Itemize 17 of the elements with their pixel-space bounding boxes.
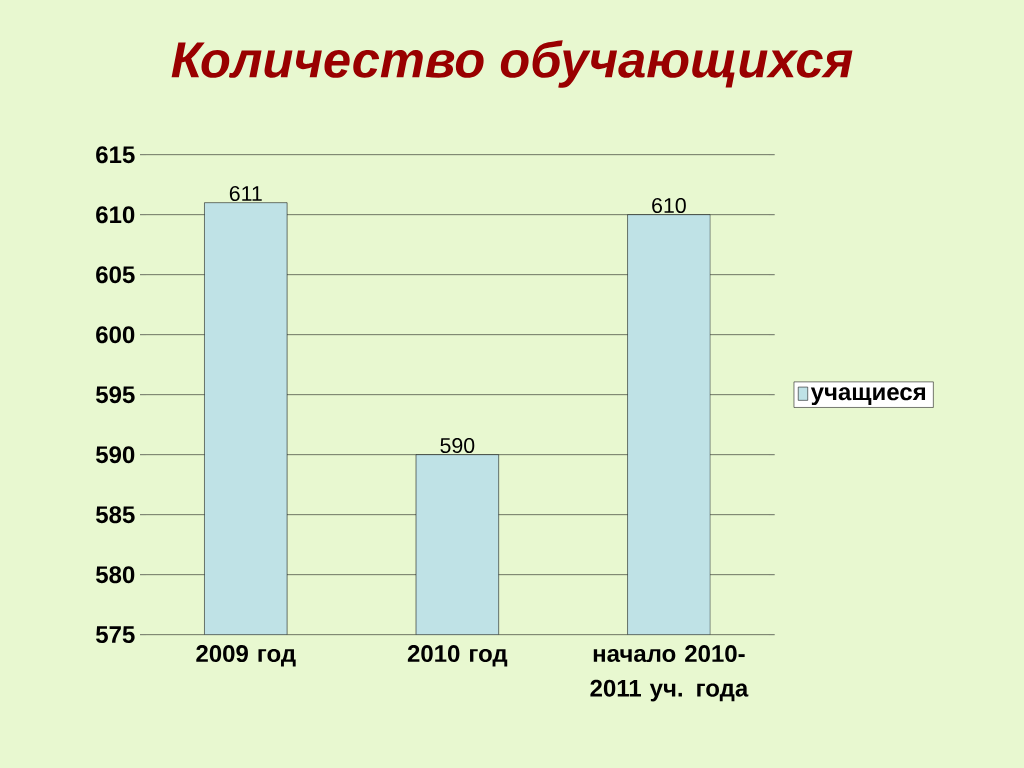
- y-tick-label: 575: [95, 626, 135, 644]
- y-tick-label: 590: [95, 446, 135, 464]
- y-tick-label: 600: [96, 326, 135, 344]
- data-label: 590: [440, 437, 475, 454]
- chart-title: Количество обучающихся: [171, 40, 853, 88]
- y-tick-label: 595: [95, 386, 135, 404]
- data-label: 610: [652, 197, 686, 214]
- x-tick-label: 2009 год: [196, 645, 296, 667]
- y-tick-label: 580: [95, 566, 135, 584]
- y-tick-label: 605: [96, 266, 135, 284]
- data-label: 611: [229, 185, 262, 202]
- x-tick-label: начало 2010-2011 уч. года: [590, 645, 749, 702]
- legend-label: учащиеся: [810, 387, 926, 406]
- y-tick-label: 615: [96, 146, 135, 164]
- y-tick-label: 610: [96, 206, 135, 224]
- y-tick-label: 585: [95, 506, 135, 524]
- x-tick-label: 2010 год: [407, 645, 508, 667]
